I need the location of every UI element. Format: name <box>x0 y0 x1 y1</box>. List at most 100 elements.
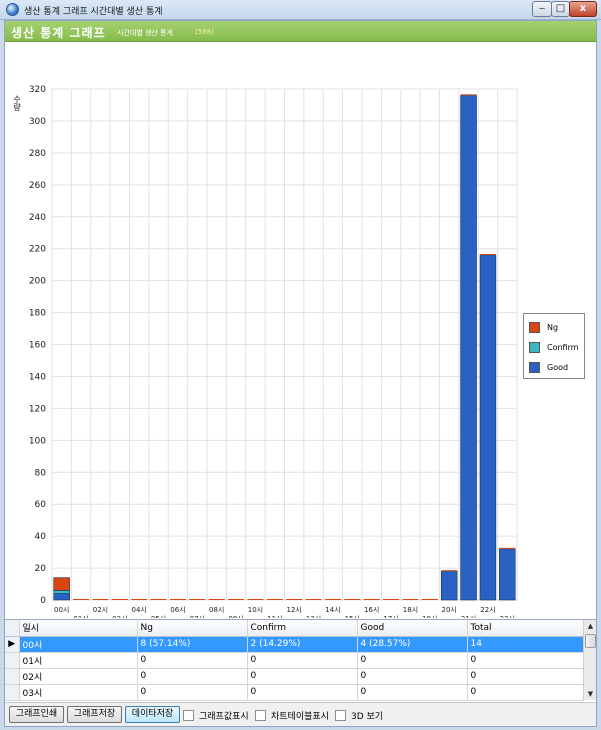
x-tick-label: 09시 <box>228 615 243 618</box>
scroll-down-arrow-icon[interactable]: ▼ <box>587 690 594 698</box>
bar-good-20시 <box>440 570 458 601</box>
cell-ng[interactable]: 0 <box>137 668 248 685</box>
legend-item-confirm: Confirm <box>529 337 579 357</box>
row-header[interactable] <box>5 668 20 685</box>
maximize-button[interactable]: □ <box>551 1 570 17</box>
cell-total[interactable]: 0 <box>467 652 584 669</box>
bar-good-23시 <box>499 548 516 601</box>
x-tick-label: 14시 <box>325 606 340 614</box>
show-values-checkbox-box[interactable] <box>183 710 194 721</box>
bar-ng-07시 <box>189 599 206 600</box>
view-3d-checkbox[interactable]: 3D 보기 <box>335 709 383 722</box>
x-tick-label: 22시 <box>480 606 495 614</box>
bar-ng-03시 <box>111 599 128 600</box>
cell-total[interactable]: 0 <box>467 668 584 685</box>
show-table-checkbox[interactable]: 차트테이블표시 <box>255 709 329 722</box>
row-header-corner <box>5 620 20 637</box>
x-tick-label: 10시 <box>248 606 263 614</box>
bar-ng-15시 <box>344 599 361 600</box>
legend-swatch-good <box>529 361 540 373</box>
bar-good-22시 <box>479 254 497 601</box>
table-row[interactable]: 02시 0 0 0 0 <box>5 668 584 685</box>
column-header-good[interactable]: Good <box>357 620 468 637</box>
column-header-ng[interactable]: Ng <box>137 620 248 637</box>
x-tick-label: 11시 <box>267 615 282 618</box>
y-tick-label: 320 <box>29 85 46 95</box>
data-table[interactable]: 일시 Ng Confirm Good Total ▶ 00시 8 (57.14%… <box>5 620 584 701</box>
y-tick-label: 180 <box>29 309 46 319</box>
scroll-up-arrow-icon[interactable]: ▲ <box>587 622 594 630</box>
cell-total[interactable]: 14 <box>467 636 584 653</box>
window-titlebar: 생산 통계 그래프 시간대별 생산 통계 ‒ □ x <box>0 0 601 20</box>
show-table-label: 차트테이블표시 <box>271 712 329 722</box>
y-tick-label: 200 <box>29 277 46 287</box>
production-chart: 0 20 40 60 80 100 120 140 160 180 200 220 240 260 280 3… <box>12 85 518 618</box>
save-data-button[interactable]: 데이타저장 <box>125 706 180 723</box>
bar-ng-22시 <box>479 254 496 256</box>
y-tick-label: 140 <box>29 372 46 382</box>
view-3d-checkbox-box[interactable] <box>335 710 346 721</box>
cell-good[interactable]: 0 <box>357 668 468 685</box>
cell-good[interactable]: 4 (28.57%) <box>357 636 468 653</box>
y-tick-label: 100 <box>29 436 46 446</box>
app-icon <box>6 3 19 16</box>
column-header-time[interactable]: 일시 <box>19 620 138 637</box>
cell-time[interactable]: 00시 <box>19 636 138 653</box>
bar-ng-20시 <box>441 570 458 572</box>
cell-good[interactable]: 0 <box>357 652 468 669</box>
bar-ng-09시 <box>228 599 245 600</box>
x-tick-label: 20시 <box>442 606 457 614</box>
bar-ng-17시 <box>383 599 400 600</box>
legend-item-good: Good <box>529 357 579 377</box>
y-tick-label: 60 <box>35 500 47 510</box>
cell-ng[interactable]: 0 <box>137 652 248 669</box>
minimize-button[interactable]: ‒ <box>532 1 552 17</box>
show-values-checkbox[interactable]: 그래프값표시 <box>183 709 249 722</box>
cell-confirm[interactable]: 0 <box>247 668 358 685</box>
x-tick-label: 18시 <box>403 606 418 614</box>
row-header[interactable] <box>5 652 20 669</box>
legend-label-ng: Ng <box>547 322 559 332</box>
cell-good[interactable]: 0 <box>357 684 468 701</box>
cell-time[interactable]: 03시 <box>19 684 138 701</box>
bar-good-00시 <box>53 593 70 601</box>
cell-time[interactable]: 02시 <box>19 668 138 685</box>
column-header-total[interactable]: Total <box>467 620 584 637</box>
table-row[interactable]: ▶ 00시 8 (57.14%) 2 (14.29%) 4 (28.57%) 1… <box>5 636 584 653</box>
x-tick-label: 07시 <box>190 615 205 618</box>
chart-panel: 0 20 40 60 80 100 120 140 160 180 200 220 240 260 280 3… <box>5 43 596 618</box>
y-tick-label: 0 <box>40 596 46 606</box>
bar-ng-14시 <box>324 599 341 600</box>
y-tick-label: 260 <box>29 181 46 191</box>
cell-confirm[interactable]: 0 <box>247 684 358 701</box>
bar-ng-11시 <box>266 599 283 600</box>
y-axis-title: 수량 <box>12 95 21 111</box>
row-header[interactable] <box>5 684 20 701</box>
x-tick-label: 16시 <box>364 606 379 614</box>
grid-vertical-scrollbar[interactable]: ▲ ▼ <box>583 620 596 700</box>
cell-ng[interactable]: 0 <box>137 684 248 701</box>
cell-total[interactable]: 0 <box>467 684 584 701</box>
y-tick-label: 220 <box>29 245 46 255</box>
bar-good-21시 <box>460 95 477 601</box>
table-row[interactable]: 03시 0 0 0 0 <box>5 684 584 701</box>
save-graph-button[interactable]: 그래프저장 <box>67 706 122 723</box>
bar-ng-08시 <box>208 599 225 600</box>
bottom-toolbar: 그래프인쇄 그래프저장 데이타저장 그래프값표시 차트테이블표시 3D 보기 <box>5 702 596 726</box>
cell-time[interactable]: 01시 <box>19 652 138 669</box>
cell-confirm[interactable]: 2 (14.29%) <box>247 636 358 653</box>
scroll-thumb[interactable] <box>585 634 596 648</box>
show-table-checkbox-box[interactable] <box>255 710 266 721</box>
bar-ng-10시 <box>247 599 264 600</box>
cell-confirm[interactable]: 0 <box>247 652 358 669</box>
table-row[interactable]: 01시 0 0 0 0 <box>5 652 584 669</box>
column-header-confirm[interactable]: Confirm <box>247 620 358 637</box>
bar-ng-18시 <box>402 599 419 600</box>
bar-ng-16시 <box>363 599 380 600</box>
data-grid[interactable]: 일시 Ng Confirm Good Total ▶ 00시 8 (57.14%… <box>5 619 596 701</box>
print-graph-button[interactable]: 그래프인쇄 <box>9 706 64 723</box>
cell-ng[interactable]: 8 (57.14%) <box>137 636 248 653</box>
y-tick-label: 120 <box>29 404 46 414</box>
legend-swatch-ng <box>529 321 540 333</box>
close-button[interactable]: x <box>569 1 597 17</box>
